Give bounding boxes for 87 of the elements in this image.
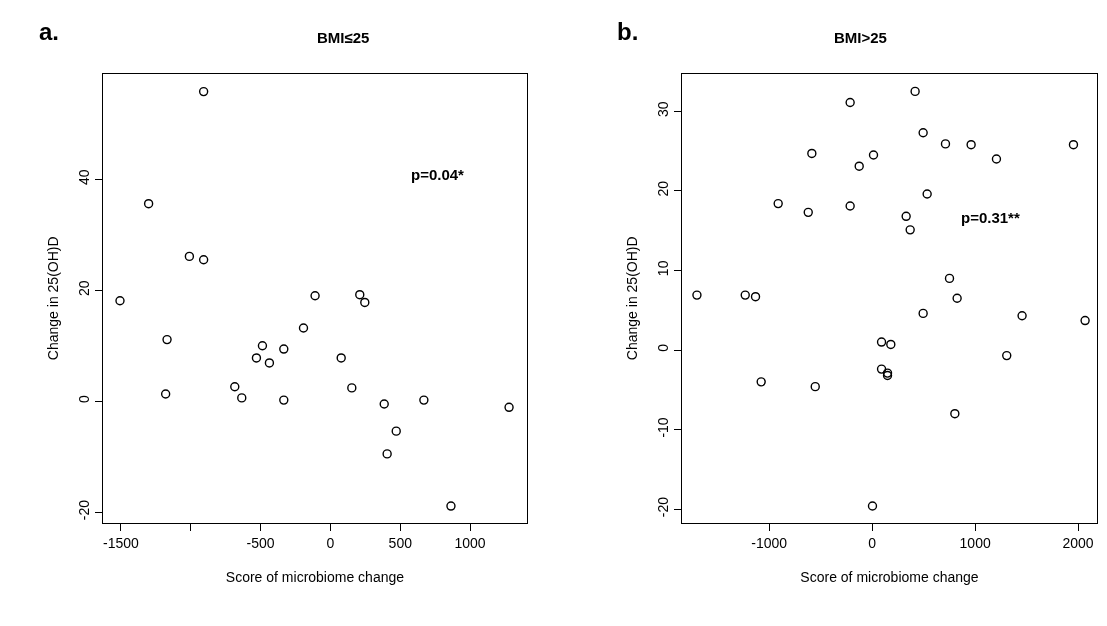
x-tick-label: 0: [326, 534, 335, 551]
x-tick-label: 500: [388, 534, 413, 551]
point: [419, 395, 429, 405]
y-tick-label: 40: [76, 169, 93, 185]
point: [876, 364, 887, 374]
point: [504, 402, 514, 412]
x-tick-label: -1500: [103, 534, 140, 551]
text: a.: [39, 18, 60, 45]
x-tick-label: 2000: [1062, 534, 1094, 551]
point: [740, 290, 750, 300]
point: [355, 289, 365, 300]
chart-title: BMI>25: [834, 29, 887, 46]
annotation: p=0.04*: [411, 166, 465, 183]
point: [310, 291, 320, 301]
y-tick-label: 30: [655, 101, 672, 117]
point: [382, 449, 392, 459]
point: [347, 383, 357, 393]
point: [854, 161, 864, 171]
y-tick-label: 20: [76, 280, 93, 296]
point: [966, 140, 976, 150]
point: [991, 154, 1002, 164]
point: [803, 207, 813, 218]
point: [379, 399, 389, 409]
point: [198, 255, 209, 265]
point: [1017, 311, 1027, 321]
point: [298, 323, 309, 333]
y-tick-label: -10: [655, 417, 672, 438]
point: [446, 501, 456, 511]
point: [807, 148, 817, 159]
point: [905, 225, 915, 235]
point: [1002, 350, 1012, 361]
point: [237, 393, 247, 403]
point: [750, 292, 761, 302]
annotation: p=0.31**: [961, 209, 1020, 226]
point: [360, 297, 370, 308]
y-tick-label: 10: [655, 260, 672, 277]
x-tick-label: 1000: [454, 534, 486, 551]
point: [279, 344, 289, 354]
point: [198, 86, 209, 97]
point: [867, 501, 878, 511]
y-axis-title: Change in 25(OH)D: [623, 236, 640, 361]
y-tick-label: -20: [76, 499, 93, 521]
y-tick-label: 0: [655, 343, 672, 352]
point: [264, 358, 275, 368]
point: [336, 353, 346, 363]
y-tick-label: -20: [655, 496, 672, 518]
point: [940, 139, 951, 149]
x-axis-title: Score of microbiome change: [800, 568, 979, 585]
point: [944, 273, 955, 284]
point: [257, 341, 268, 351]
point: [279, 395, 289, 405]
point: [868, 150, 879, 160]
point: [876, 337, 887, 347]
point: [901, 211, 911, 222]
x-tick-label: -1000: [751, 534, 788, 551]
point: [1068, 140, 1079, 150]
point: [391, 426, 401, 436]
point: [810, 381, 820, 392]
point: [1080, 315, 1090, 326]
point: [950, 408, 960, 419]
y-axis-title: Change in 25(OH)D: [44, 236, 61, 361]
chart-title: BMI≤25: [317, 29, 370, 46]
point: [251, 353, 262, 363]
x-axis-title: Score of microbiome change: [225, 568, 405, 585]
point: [845, 97, 855, 108]
point: [230, 382, 240, 392]
y-tick-label: 0: [76, 395, 93, 404]
point: [918, 308, 928, 319]
point: [922, 189, 932, 199]
point: [115, 296, 125, 306]
x-tick-label: 1000: [959, 534, 991, 551]
point: [692, 290, 702, 300]
point: [910, 86, 920, 97]
point: [143, 199, 154, 209]
point: [756, 377, 766, 387]
point: [952, 293, 962, 303]
point: [184, 251, 195, 262]
point: [773, 198, 783, 209]
point: [162, 334, 172, 345]
text: b.: [617, 18, 639, 45]
x-tick-label: 0: [868, 534, 877, 551]
x-tick-label: -500: [246, 534, 275, 551]
point: [845, 201, 855, 211]
point: [886, 339, 896, 350]
y-tick-label: 20: [655, 180, 672, 197]
point: [918, 128, 928, 138]
point: [160, 389, 171, 399]
